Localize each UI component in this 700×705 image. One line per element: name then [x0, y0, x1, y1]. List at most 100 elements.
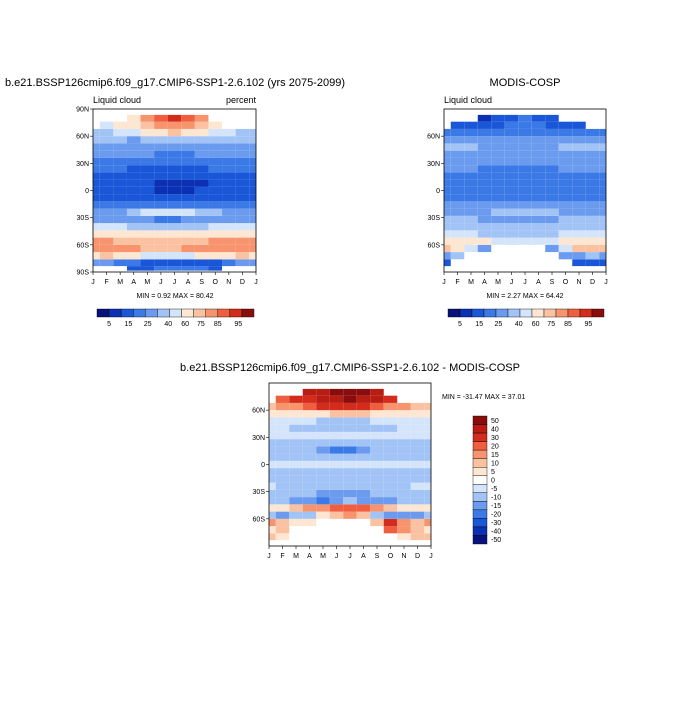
- heatmap-cell: [99, 230, 114, 238]
- colorbar-swatch: [472, 467, 488, 476]
- heatmap-cell: [126, 208, 141, 216]
- heatmap-cell: [269, 468, 276, 476]
- heatmap-cell: [383, 468, 398, 476]
- heatmap-cell: [235, 230, 250, 238]
- heatmap-cell: [194, 128, 209, 137]
- heatmap-cell: [599, 172, 606, 180]
- heatmap-cell: [424, 533, 431, 541]
- heatmap-cell: [93, 252, 100, 260]
- heatmap-cell: [126, 266, 141, 271]
- y-tick-label: 30S: [77, 215, 90, 222]
- colorbar-swatch: [472, 424, 488, 434]
- heatmap-cell: [356, 497, 371, 505]
- heatmap-cell: [585, 259, 600, 267]
- heatmap-cell: [518, 172, 532, 180]
- heatmap-cell: [154, 157, 168, 166]
- heatmap-cell: [518, 165, 532, 173]
- heatmap-cell: [585, 150, 600, 158]
- heatmap-cell: [194, 136, 209, 144]
- heatmap-cell: [181, 208, 195, 216]
- heatmap-cell: [167, 143, 182, 151]
- heatmap-cell: [113, 150, 127, 158]
- heatmap-cell: [397, 504, 411, 512]
- heatmap-cell: [410, 504, 425, 512]
- heatmap-cell: [235, 244, 250, 253]
- x-tick-label: S: [375, 553, 380, 560]
- heatmap-cell: [504, 208, 519, 216]
- heatmap-cell: [343, 395, 357, 403]
- heatmap-cell: [275, 526, 290, 534]
- x-tick-label: N: [401, 553, 406, 560]
- heatmap-cell: [269, 497, 276, 505]
- heatmap-cell: [464, 237, 478, 245]
- heatmap-cell: [450, 186, 465, 195]
- heatmap-cell: [424, 460, 431, 469]
- colorbar-swatch: [133, 308, 146, 318]
- heatmap-cell: [477, 223, 492, 231]
- heatmap-cell: [316, 504, 330, 512]
- heatmap-cell: [450, 194, 465, 202]
- heatmap-cell: [370, 475, 384, 483]
- x-tick-label: J: [429, 553, 433, 560]
- heatmap-cell: [477, 121, 492, 129]
- y-tick-label: 30N: [76, 161, 89, 168]
- heatmap-cell: [316, 402, 330, 411]
- heatmap-cell: [154, 266, 168, 271]
- heatmap-cell: [316, 489, 330, 498]
- heatmap-cell: [222, 252, 236, 260]
- heatmap-cell: [450, 121, 465, 129]
- heatmap-cell: [167, 121, 182, 129]
- heatmap-cell: [167, 259, 182, 267]
- heatmap-cell: [356, 453, 371, 461]
- heatmap-cell: [518, 179, 532, 187]
- heatmap-cell: [316, 511, 330, 519]
- heatmap-cell: [113, 194, 127, 202]
- heatmap-cell: [329, 468, 344, 476]
- heatmap-cell: [113, 186, 127, 195]
- heatmap-cell: [208, 230, 223, 238]
- heatmap-cell: [531, 121, 546, 129]
- panel-diff-minmax: MIN = -31.47 MAX = 37.01: [442, 394, 525, 401]
- heatmap-cell: [329, 460, 344, 469]
- x-tick-label: D: [240, 279, 245, 286]
- x-tick-label: F: [104, 279, 108, 286]
- heatmap-cell: [113, 208, 127, 216]
- heatmap-cell: [477, 136, 492, 144]
- y-tick-label: 60N: [427, 134, 440, 141]
- heatmap-cell: [599, 165, 606, 173]
- heatmap-cell: [477, 157, 492, 166]
- x-tick-label: J: [267, 553, 271, 560]
- colorbar-swatch: [472, 535, 488, 545]
- x-tick-label: O: [388, 553, 394, 560]
- y-tick-label: 0: [85, 188, 89, 195]
- heatmap-cell: [167, 266, 182, 271]
- heatmap-cell: [545, 165, 559, 173]
- heatmap-cell: [235, 150, 250, 158]
- heatmap-cell: [343, 417, 357, 425]
- heatmap-cell: [444, 208, 451, 216]
- heatmap-cell: [572, 165, 586, 173]
- colorbar-tick-label: 95: [585, 321, 593, 328]
- heatmap-cell: [444, 244, 451, 253]
- heatmap-cell: [424, 431, 431, 440]
- heatmap-cell: [518, 237, 532, 245]
- colorbar-tick-label: 50: [491, 418, 499, 425]
- heatmap-cell: [450, 208, 465, 216]
- y-tick-label: 60N: [76, 134, 89, 141]
- panel-model-right-label: percent: [226, 95, 257, 105]
- heatmap-cell: [383, 482, 398, 490]
- heatmap-cell: [140, 215, 155, 224]
- heatmap-cell: [545, 237, 559, 245]
- heatmap-cell: [572, 157, 586, 166]
- heatmap-cell: [599, 223, 606, 231]
- heatmap-cell: [343, 511, 357, 519]
- heatmap-cell: [194, 172, 209, 180]
- heatmap-cell: [491, 186, 505, 195]
- heatmap-cell: [599, 215, 606, 224]
- heatmap-cell: [249, 136, 256, 144]
- colorbar-swatch: [472, 475, 488, 485]
- heatmap-cell: [249, 186, 256, 195]
- heatmap-cell: [599, 244, 606, 253]
- heatmap-cell: [504, 179, 519, 187]
- heatmap-cell: [477, 150, 492, 158]
